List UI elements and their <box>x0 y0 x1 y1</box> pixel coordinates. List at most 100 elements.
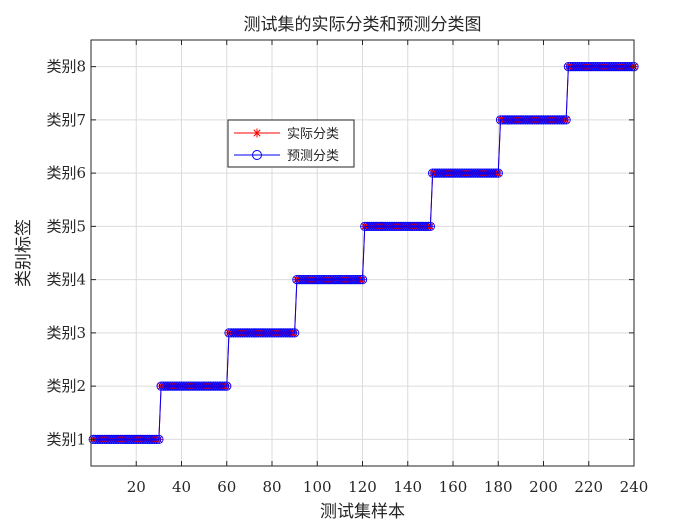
data-point-predicted <box>330 274 340 285</box>
data-point-predicted <box>154 434 164 445</box>
data-point-predicted <box>434 168 445 178</box>
data-point-predicted <box>97 434 107 445</box>
data-point-predicted <box>237 328 248 338</box>
data-point-predicted <box>373 221 383 232</box>
data-point-predicted <box>525 115 535 125</box>
x-tick-label: 200 <box>529 478 558 496</box>
legend-label-actual: 实际分类 <box>287 127 339 142</box>
data-point-predicted <box>133 434 144 445</box>
data-point-predicted <box>570 61 580 72</box>
y-tick-label: 类别2 <box>46 377 86 395</box>
data-point-predicted <box>545 115 555 125</box>
y-axis-title: 类别标签 <box>14 219 34 287</box>
data-point-predicted <box>314 274 325 285</box>
data-point-predicted <box>464 168 474 178</box>
data-point-predicted <box>482 168 492 178</box>
data-point-predicted <box>586 61 596 72</box>
data-point-predicted <box>163 381 173 391</box>
x-tick-label: 140 <box>393 478 422 496</box>
data-point-predicted <box>409 221 420 232</box>
data-point-predicted <box>285 328 295 338</box>
data-point-predicted <box>278 328 288 338</box>
data-point-predicted <box>486 168 497 178</box>
data-point-predicted <box>348 274 359 285</box>
data-point-predicted <box>217 381 227 391</box>
data-point-predicted <box>550 115 560 125</box>
data-point-predicted <box>441 168 451 178</box>
data-point-predicted <box>572 61 583 72</box>
data-point-predicted <box>418 221 429 232</box>
data-point-predicted <box>541 115 551 125</box>
data-point-predicted <box>276 328 286 338</box>
chart-title: 测试集的实际分类和预测分类图 <box>244 15 482 35</box>
data-point-predicted <box>271 328 282 338</box>
data-point-predicted <box>575 61 585 72</box>
data-point-predicted <box>581 61 592 72</box>
data-point-predicted <box>403 221 413 232</box>
data-point-predicted <box>461 168 472 178</box>
data-point-predicted <box>552 115 562 125</box>
data-point-predicted <box>145 434 155 445</box>
data-point-predicted <box>498 115 508 125</box>
data-point-predicted <box>423 221 433 232</box>
legend-circle-icon <box>252 150 262 160</box>
data-point-predicted <box>122 434 132 445</box>
data-point-predicted <box>384 221 395 232</box>
data-point-predicted <box>301 274 311 285</box>
data-point-predicted <box>190 381 200 391</box>
data-point-predicted <box>407 221 417 232</box>
data-point-predicted <box>219 381 230 391</box>
data-point-predicted <box>602 61 612 72</box>
data-point-predicted <box>256 328 266 338</box>
data-point-predicted <box>613 61 623 72</box>
data-point-predicted <box>140 434 150 445</box>
data-point-predicted <box>369 221 379 232</box>
data-point-predicted <box>181 381 191 391</box>
data-point-predicted <box>312 274 322 285</box>
data-point-predicted <box>529 115 540 125</box>
data-point-predicted <box>262 328 273 338</box>
x-tick-label: 40 <box>172 478 191 496</box>
data-point-predicted <box>165 381 175 391</box>
data-point-predicted <box>509 115 519 125</box>
data-point-predicted <box>115 434 126 445</box>
data-point-predicted <box>425 221 436 232</box>
data-point-predicted <box>124 434 135 445</box>
data-point-predicted <box>566 61 576 72</box>
data-point-predicted <box>183 381 193 391</box>
data-point-predicted <box>99 434 110 445</box>
data-point-predicted <box>470 168 481 178</box>
data-point-predicted <box>269 328 279 338</box>
data-point-predicted <box>459 168 469 178</box>
data-point-predicted <box>538 115 549 125</box>
data-point-predicted <box>215 381 225 391</box>
data-point-predicted <box>265 328 275 338</box>
data-point-predicted <box>226 328 236 338</box>
data-point-predicted <box>450 168 460 178</box>
data-point-predicted <box>287 328 298 338</box>
x-axis-title: 测试集样本 <box>320 502 405 522</box>
data-point-predicted <box>351 274 361 285</box>
data-point-predicted <box>577 61 587 72</box>
data-point-predicted <box>543 115 553 125</box>
x-tick-label: 80 <box>262 478 281 496</box>
data-point-predicted <box>477 168 488 178</box>
data-point-predicted <box>206 381 216 391</box>
data-point-predicted <box>332 274 343 285</box>
data-point-predicted <box>179 381 189 391</box>
series-predicted <box>88 61 639 445</box>
y-tick-label: 类别7 <box>46 111 86 129</box>
y-tick-label: 类别5 <box>46 217 86 235</box>
data-point-predicted <box>280 328 291 338</box>
axis-ticks: 20 40 60 80 100 120 140 160 180 200 220 240 类别1 类别2 类别… <box>46 40 648 496</box>
data-point-predicted <box>627 61 637 72</box>
data-point-predicted <box>371 221 381 232</box>
data-point-predicted <box>258 328 268 338</box>
data-point-predicted <box>362 221 372 232</box>
data-point-predicted <box>355 274 365 285</box>
data-point-predicted <box>149 434 160 445</box>
x-tick-label: 180 <box>484 478 513 496</box>
data-point-predicted <box>138 434 148 445</box>
legend-entry-actual: 实际分类 <box>234 127 339 142</box>
